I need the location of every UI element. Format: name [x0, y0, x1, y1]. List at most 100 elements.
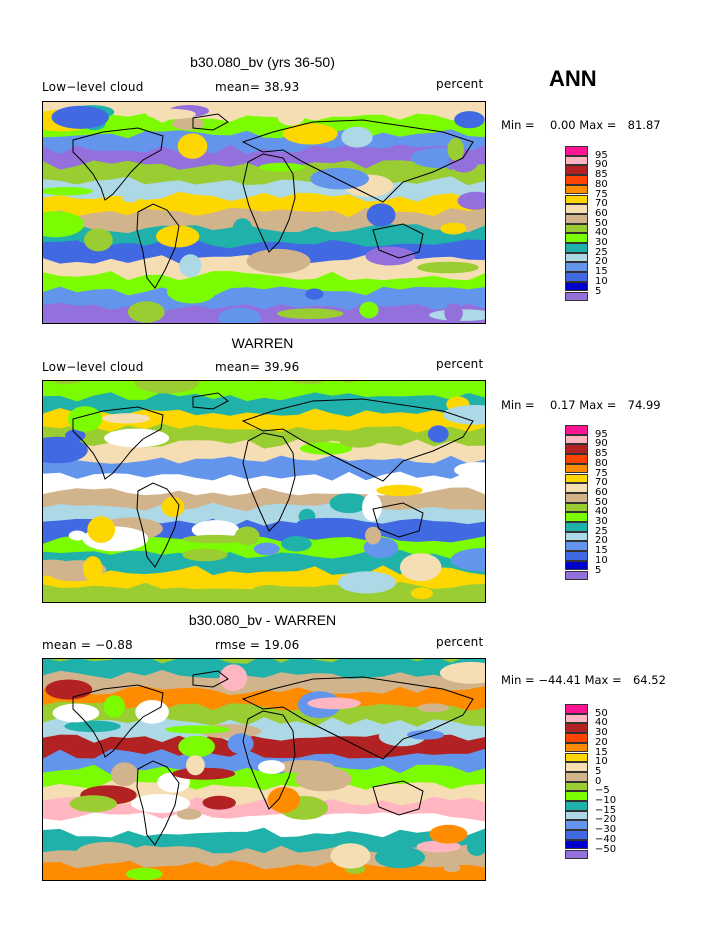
legend-label: 40 [595, 227, 608, 239]
map-contour-blob [177, 133, 208, 159]
legend-label: 70 [595, 477, 608, 489]
map-contour-blob [277, 308, 344, 319]
legend-swatch [565, 801, 588, 811]
panel-title: b30.080_bv (yrs 36-50) [190, 54, 335, 70]
legend-label: 15 [595, 545, 608, 557]
legend-swatch [565, 791, 588, 801]
legend-swatch [565, 454, 588, 464]
map-contour-blob [466, 838, 485, 856]
mean-label: mean= 39.96 [215, 360, 300, 374]
map-contour-blob [246, 248, 311, 274]
map-contour-blob [45, 679, 93, 700]
map-contour-blob [83, 556, 103, 582]
map-contour-blob [339, 436, 378, 448]
map-contour-blob [297, 517, 363, 528]
legend-label: 75 [595, 467, 608, 479]
legend-label: 25 [595, 246, 608, 258]
legend-swatch [565, 252, 588, 263]
legend-label: 5 [595, 285, 602, 297]
map-contour-blob [161, 496, 185, 517]
legend-swatch [565, 272, 588, 282]
legend-swatch [565, 820, 588, 831]
map-difference [42, 658, 486, 881]
legend-label: 95 [595, 428, 608, 440]
legend-swatch [565, 213, 588, 224]
map-contour-blob [202, 795, 236, 810]
map-contour-blob [417, 261, 479, 274]
legend-swatch [565, 830, 588, 840]
legend-swatch [565, 752, 588, 763]
map-contour-blob [182, 548, 228, 562]
field-label: Low−level cloud [42, 360, 144, 374]
coastline [242, 153, 296, 253]
map-contour-blob [52, 703, 100, 723]
max-label: Max = [579, 398, 621, 412]
legend-label: 5 [595, 564, 602, 576]
coastline [136, 760, 180, 846]
legend-label: 90 [595, 438, 608, 450]
legend-swatch [565, 223, 588, 234]
diff-mean-label: mean = −0.88 [42, 638, 133, 652]
legend-swatch [565, 492, 588, 503]
legend-swatch [565, 184, 588, 195]
map-contour-blob [156, 225, 200, 248]
map-contour-blob [218, 307, 261, 323]
legend-swatch [565, 531, 588, 542]
minmax-readout: Min = −44.41 Max = 64.52 [501, 673, 666, 687]
legend-swatch [565, 463, 588, 474]
coastline [241, 398, 474, 482]
legend-label: 10 [595, 275, 608, 287]
coastline [241, 676, 474, 760]
map-contour-band [43, 844, 485, 871]
units-label: percent [436, 77, 484, 91]
max-value: 64.52 [632, 673, 666, 687]
legend-swatch [565, 839, 588, 850]
map-contour-blob [178, 735, 215, 758]
map-contour-blob [273, 760, 334, 774]
coastline [372, 780, 424, 816]
map-contour-blob [299, 442, 353, 455]
map-contour-blob [67, 406, 103, 432]
legend-swatch [565, 233, 588, 243]
min-label: Min = [501, 118, 539, 132]
min-value: 0.00 [550, 118, 576, 132]
map-contour-blob [253, 542, 280, 556]
min-value: 0.17 [550, 398, 576, 412]
legend-label: 30 [595, 237, 608, 248]
legend-swatch [565, 849, 588, 860]
legend-swatch [565, 146, 588, 156]
map-contour-blob [362, 493, 382, 521]
map-contour-blob [429, 824, 468, 844]
legend-swatch [565, 781, 588, 792]
legend-label: 10 [595, 554, 608, 566]
legend-label: −15 [595, 804, 617, 816]
map-contour-blob [435, 381, 485, 394]
map-contour-blob [43, 211, 85, 238]
legend-swatch [565, 502, 588, 513]
legend-swatch [565, 512, 588, 522]
minmax-readout: Min = 0.00 Max = 81.87 [501, 118, 661, 132]
legend-label: −10 [595, 795, 617, 806]
map-contour-blob [110, 762, 139, 787]
legend-swatch [565, 713, 588, 724]
legend-swatch [565, 762, 588, 772]
max-value: 81.87 [627, 118, 661, 132]
map-contour-blob [227, 733, 254, 754]
legend-label: 85 [595, 448, 608, 460]
coastline [372, 223, 424, 259]
map-contour-blob [427, 425, 449, 443]
map-contour-blob [443, 864, 461, 872]
legend-label: 60 [595, 486, 608, 498]
map-contour-blob [442, 405, 485, 425]
legend-label: 20 [595, 535, 608, 547]
map-contour-blob [277, 109, 305, 126]
map-contour-blob [399, 553, 442, 582]
legend-label: 95 [595, 149, 608, 161]
map-contour-blob [64, 720, 121, 733]
coastline [192, 113, 229, 131]
legend-label: 30 [595, 516, 608, 527]
map-contour-blob [146, 108, 196, 120]
panel-title: b30.080_bv - WARREN [188, 612, 337, 628]
map-contour-blob [68, 530, 86, 541]
map-contour-blob [454, 111, 485, 129]
